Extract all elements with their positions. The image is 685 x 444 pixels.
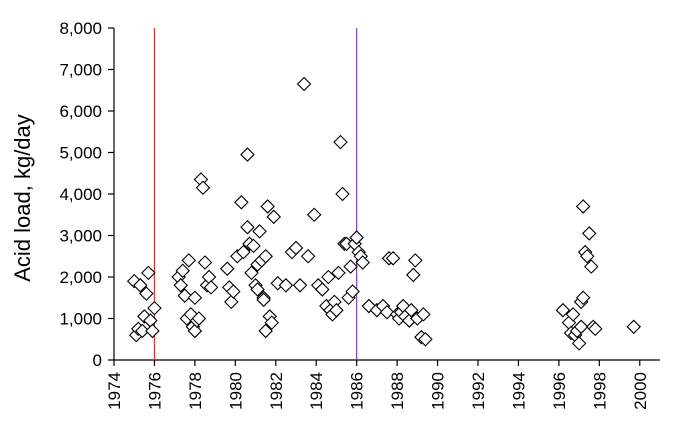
data-point (300, 248, 316, 264)
y-tick-label: 0 (93, 351, 102, 370)
data-point (139, 286, 154, 301)
data-point (571, 336, 587, 351)
data-point (278, 278, 294, 293)
data-point (355, 255, 371, 270)
data-point (147, 300, 162, 316)
data-point (575, 290, 591, 306)
data-point (335, 186, 350, 202)
data-point (258, 248, 273, 264)
data-point (331, 265, 346, 281)
data-point (175, 263, 191, 279)
data-point (203, 280, 219, 295)
x-tick-label: 1996 (550, 372, 569, 410)
data-point (252, 224, 267, 239)
x-axis: 1974 1976 1978 1980 1982 1984 1986 1988 1990 1992… (105, 359, 660, 410)
y-tick-label: 1,000 (59, 310, 102, 329)
x-tick-label: 1992 (469, 372, 488, 410)
data-point (258, 323, 273, 339)
data-point (321, 269, 336, 285)
x-tick-label: 1980 (226, 372, 245, 410)
data-point (583, 259, 599, 274)
data-point (145, 323, 160, 339)
data-point (173, 278, 189, 293)
data-point (240, 219, 255, 235)
data-point (579, 248, 595, 264)
x-tick-label: 1974 (105, 372, 124, 410)
data-point (181, 253, 197, 268)
y-tick-label: 6,000 (59, 102, 102, 121)
x-tick-label: 1976 (145, 372, 164, 410)
data-point (306, 207, 322, 223)
y-tick-label: 7,000 (59, 61, 102, 80)
data-point (573, 319, 589, 335)
x-tick-label: 1998 (590, 372, 609, 410)
x-tick-label: 1988 (388, 372, 407, 410)
data-point (315, 282, 330, 297)
data-point (288, 240, 304, 256)
data-point (418, 331, 433, 347)
x-tick-label: 1990 (429, 372, 448, 410)
data-point (581, 226, 597, 241)
data-point (197, 255, 213, 270)
x-tick-label: 1994 (509, 372, 528, 410)
x-tick-label: 1984 (307, 372, 326, 410)
data-point (555, 302, 571, 318)
data-point (141, 265, 156, 281)
data-point (403, 302, 419, 318)
data-point (588, 321, 603, 337)
data-point (244, 265, 259, 281)
data-point (343, 259, 358, 274)
data-point (195, 180, 211, 196)
data-point (240, 147, 255, 162)
data-point (133, 278, 148, 293)
data-point (385, 251, 401, 266)
x-tick-label: 2000 (631, 372, 650, 410)
y-tick-label: 3,000 (59, 227, 102, 246)
data-point (333, 134, 348, 150)
data-point (224, 294, 239, 310)
x-tick-label: 1978 (186, 372, 205, 410)
y-tick-label: 4,000 (59, 185, 102, 204)
data-point (219, 261, 235, 276)
data-point (264, 315, 280, 330)
data-point (250, 282, 265, 297)
data-point (256, 292, 271, 308)
data-point (236, 244, 251, 260)
y-tick-label: 2,000 (59, 268, 102, 287)
data-point (416, 307, 431, 322)
y-tick-label: 8,000 (59, 19, 102, 38)
y-axis-title: Acid load, kg/day (10, 114, 35, 282)
x-tick-label: 1982 (267, 372, 286, 410)
data-point (187, 290, 203, 306)
data-point (575, 199, 591, 214)
data-point (191, 311, 207, 326)
data-point (226, 284, 241, 299)
y-tick-label: 5,000 (59, 144, 102, 163)
data-point (234, 195, 249, 210)
data-point (349, 230, 364, 245)
data-point (379, 304, 395, 320)
data-point (296, 76, 312, 92)
data-point (266, 209, 282, 225)
data-point (408, 253, 423, 268)
data-point (345, 284, 360, 299)
data-point (406, 267, 421, 283)
data-point (626, 319, 641, 335)
data-points (126, 76, 641, 351)
data-point (246, 238, 261, 254)
x-tick-label: 1986 (348, 372, 367, 410)
data-point (177, 288, 193, 303)
data-point (135, 323, 150, 339)
data-point (329, 302, 344, 318)
y-axis: 0 1,000 2,000 3,000 4,000 5,000 6,000 7,000 8,00… (59, 19, 115, 370)
data-point (187, 323, 203, 339)
data-point (260, 199, 275, 214)
data-point (565, 307, 581, 322)
data-point (292, 278, 308, 293)
